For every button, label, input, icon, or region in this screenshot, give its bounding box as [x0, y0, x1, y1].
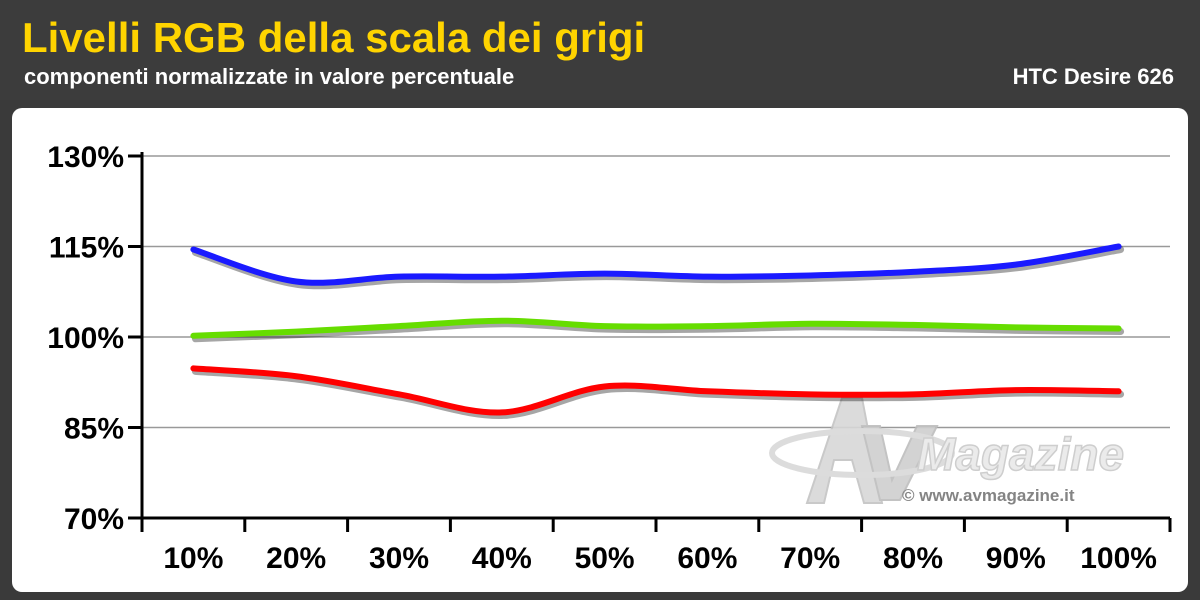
- y-tick-label: 130%: [47, 141, 124, 174]
- x-tick-label: 20%: [266, 542, 326, 575]
- series-line-green: [190, 317, 1122, 339]
- series-line-red: [190, 365, 1122, 416]
- y-tick-label: 70%: [64, 503, 124, 536]
- x-tick-label: 80%: [883, 542, 943, 575]
- y-tick-label: 85%: [64, 413, 124, 446]
- series-line-blue: [190, 243, 1122, 286]
- x-tick-label: 50%: [575, 542, 635, 575]
- y-tick-label: 115%: [49, 232, 124, 265]
- x-tick-label: 40%: [472, 542, 532, 575]
- x-tick-label: 70%: [780, 542, 840, 575]
- chart-subtitle: componenti normalizzate in valore percen…: [24, 64, 515, 89]
- header-bar: Livelli RGB della scala dei grigi compon…: [0, 0, 1200, 100]
- x-tick-label: 100%: [1080, 542, 1157, 575]
- device-label: HTC Desire 626: [1012, 64, 1174, 89]
- watermark-swoosh: [769, 428, 955, 478]
- watermark-v-shape: [860, 425, 939, 501]
- y-tick-label: 100%: [47, 322, 124, 355]
- watermark-logo-text: Magazine: [917, 428, 1124, 480]
- x-tick-label: 60%: [677, 542, 737, 575]
- x-tick-label: 90%: [986, 542, 1046, 575]
- chart-title: Livelli RGB della scala dei grigi: [22, 14, 646, 61]
- line-chart: Magazine © www.avmagazine.it 130% 115% 100…: [47, 141, 1172, 575]
- x-tick-label: 10%: [163, 542, 223, 575]
- watermark-logo: Magazine © www.avmagazine.it: [769, 397, 1125, 505]
- x-tick-label: 30%: [369, 542, 429, 575]
- chart-panel: Magazine © www.avmagazine.it 130% 115% 100…: [12, 108, 1188, 592]
- watermark-url: © www.avmagazine.it: [902, 486, 1075, 505]
